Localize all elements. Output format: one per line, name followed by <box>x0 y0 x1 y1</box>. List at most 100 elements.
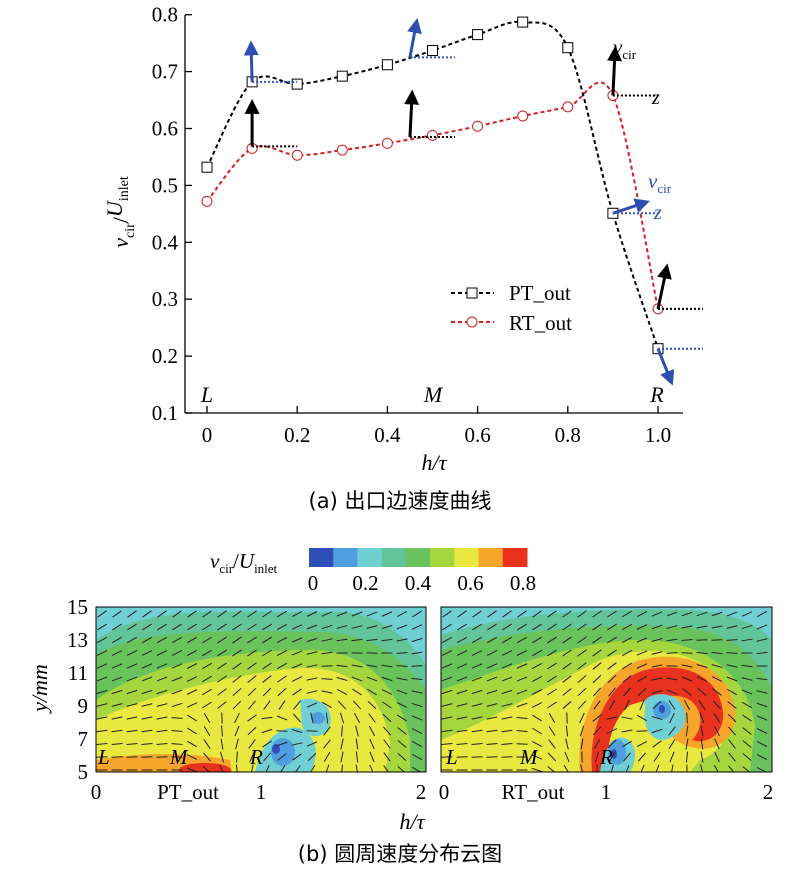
map-panel-name-rt: RT_out <box>502 780 565 804</box>
x-tick-label: 0.2 <box>284 423 310 447</box>
flow-vector <box>487 623 497 631</box>
flow-vector <box>141 703 153 707</box>
flow-vector <box>126 636 138 644</box>
flow-vector <box>565 725 569 737</box>
x-axis-title: h/τ <box>422 450 448 475</box>
flow-vector <box>411 637 423 643</box>
flow-vector <box>293 700 301 710</box>
colorbar-swatch <box>333 548 358 567</box>
flow-vector <box>696 611 708 617</box>
flow-vector <box>186 663 198 669</box>
flow-vector <box>232 688 242 696</box>
flow-vector <box>696 625 708 629</box>
flow-vector <box>186 754 198 760</box>
flow-vector <box>321 690 333 694</box>
flow-vector <box>471 636 483 644</box>
flow-vector <box>262 687 272 697</box>
map-x-tick-pt-2: 2 <box>416 780 427 804</box>
colorbar-ticks: 0 0.2 0.4 0.6 0.8 <box>308 571 536 595</box>
flow-vector <box>711 676 723 682</box>
flow-vector <box>577 700 587 710</box>
flow-vector <box>381 611 393 617</box>
flow-vector <box>202 765 210 772</box>
flow-vector <box>96 689 108 695</box>
flow-vector <box>323 752 331 762</box>
flow-vector <box>111 676 123 682</box>
flow-vector <box>247 623 257 631</box>
flow-vector <box>606 716 618 720</box>
flow-vector <box>294 765 301 772</box>
flow-vector <box>668 726 676 736</box>
flow-vector <box>219 751 225 763</box>
flow-vector <box>532 636 542 644</box>
flow-vector <box>531 649 543 657</box>
flow-vector <box>336 611 348 617</box>
flow-vector <box>741 701 753 709</box>
y-tick-group: 0.1 0.2 0.3 0.4 0.5 0.6 0.7 0.8 <box>152 3 192 425</box>
flow-vector <box>141 676 153 682</box>
flow-vector <box>276 637 288 643</box>
flow-vector <box>202 623 212 631</box>
flow-vector <box>411 678 423 680</box>
flow-vector <box>742 740 752 748</box>
flow-vector <box>531 754 543 760</box>
flow-vector <box>442 623 452 631</box>
flow-vector <box>577 675 587 683</box>
flow-vector <box>681 625 693 629</box>
data-point-pt_out <box>517 16 529 28</box>
flow-vector <box>217 688 227 696</box>
flow-vector <box>564 751 570 763</box>
flow-vector <box>397 740 407 748</box>
flow-vector <box>382 713 392 723</box>
flow-vector <box>383 726 391 736</box>
map-y-tick-group: 5 7 9 11 13 15 <box>67 595 88 784</box>
flow-vector <box>277 610 287 618</box>
flow-vector <box>580 738 584 750</box>
flow-vector <box>502 623 512 631</box>
colorbar-swatch <box>502 548 528 567</box>
flow-vector <box>607 674 617 684</box>
flow-vector <box>306 690 318 694</box>
flow-vector <box>501 663 513 669</box>
y-tick-label: 0.7 <box>152 60 178 84</box>
flow-vector <box>321 624 333 630</box>
vector-arrow <box>656 263 672 310</box>
flow-vector <box>381 664 393 668</box>
flow-vector <box>337 700 347 710</box>
flow-vector <box>623 752 631 762</box>
flow-vector <box>756 610 768 618</box>
flow-vector <box>655 764 660 772</box>
flow-vector <box>396 677 408 681</box>
flow-vector <box>111 689 123 695</box>
legend-marker-circle <box>466 316 478 328</box>
colorbar-swatch <box>430 548 455 567</box>
x-tick-label: 0.6 <box>464 423 490 447</box>
contour-frame-rt <box>440 606 773 773</box>
flow-vector <box>580 764 583 772</box>
legend-label-pt: PT_out <box>509 281 571 305</box>
flow-vector <box>501 636 513 644</box>
flow-vector <box>622 740 632 748</box>
flow-vector <box>579 725 585 737</box>
flow-vector <box>336 638 348 642</box>
flow-vector <box>666 652 678 654</box>
map-label-l-pt: L <box>97 745 110 769</box>
flow-vector <box>112 610 122 618</box>
flow-vector <box>291 742 303 746</box>
flow-vector <box>711 611 723 617</box>
flow-vector <box>516 743 528 745</box>
velocity-vector-group <box>243 18 703 386</box>
flow-vector <box>441 703 453 707</box>
flow-vector <box>636 637 648 643</box>
legend-label-rt: RT_out <box>509 311 572 335</box>
x-tick-label: 0.4 <box>374 423 401 447</box>
flow-vector <box>247 714 257 722</box>
map-label-r-pt: R <box>249 745 263 769</box>
flow-vector <box>577 623 587 631</box>
flow-vector <box>531 689 543 695</box>
flow-vector <box>141 636 153 644</box>
flow-vector <box>261 728 273 734</box>
flow-vector <box>486 716 498 720</box>
flow-vector <box>621 636 633 644</box>
flow-vector <box>712 700 722 710</box>
